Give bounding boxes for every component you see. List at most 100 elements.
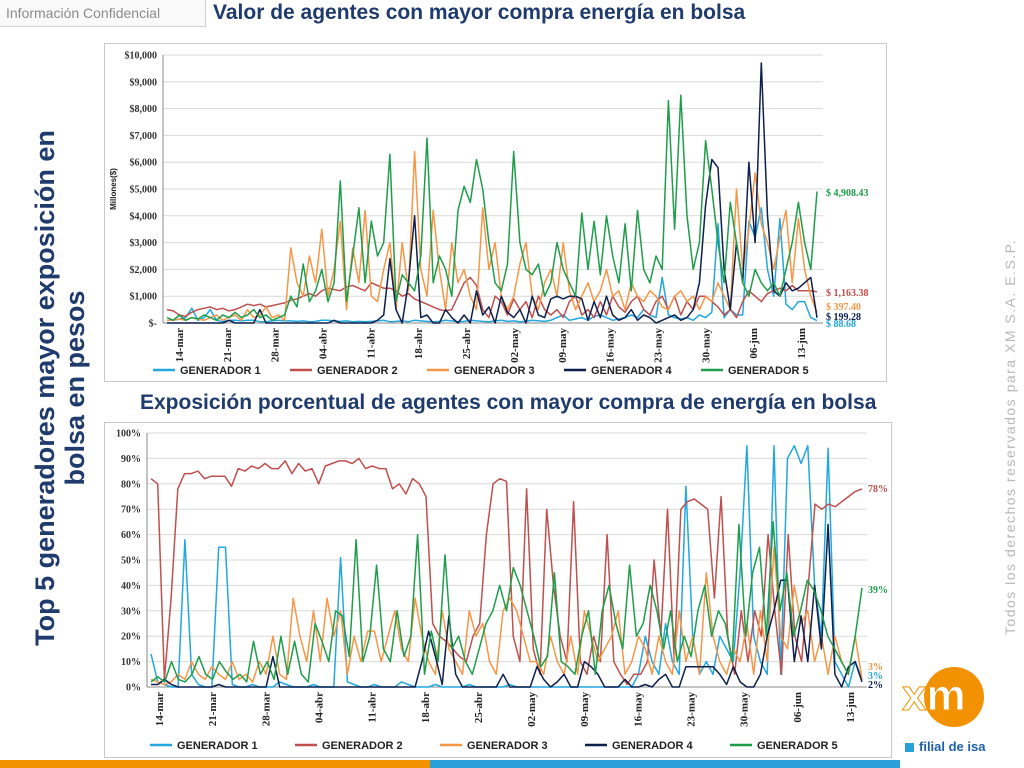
series-line-5: [166, 94, 818, 322]
end-value-label: $ 1,163.38: [826, 288, 869, 299]
money-exposure-svg: $- $1,000 $2,000 $3,000 $4,000 $5,000 $6,000 $7…: [109, 51, 869, 378]
money-exposure-chart: $- $1,000 $2,000 $3,000 $4,000 $5,000 $6,000 $7…: [104, 43, 887, 382]
x-tick-label: 28-mar: [260, 692, 272, 726]
x-tick-label: 23-may: [652, 328, 664, 363]
x-tick-label: 30-may: [700, 328, 712, 363]
y-tick-label: $1,000: [130, 292, 158, 303]
y-tick-label: $-: [149, 319, 157, 330]
series-line-2: [166, 276, 818, 319]
series-line-4: [151, 523, 863, 688]
legend-item: GENERADOR 2: [317, 365, 398, 377]
y-tick-label: 10%: [121, 657, 141, 668]
legend-item: GENERADOR 5: [728, 365, 809, 377]
percent-exposure-chart: 0% 10% 20% 30% 40% 50% 60% 70% 80% 90% 100% 14-mar 2…: [104, 422, 892, 758]
x-tick-label: 13-jun: [796, 328, 808, 359]
legend-item: GENERADOR 4: [591, 365, 673, 377]
series-line-5: [150, 521, 863, 683]
y-tick-label: 70%: [121, 505, 141, 516]
y-tick-label: $3,000: [130, 238, 158, 249]
x-tick-label: 16-may: [632, 692, 644, 727]
y-tick-label: $5,000: [130, 185, 158, 196]
x-tick-label: 21-mar: [207, 692, 219, 726]
chart1-title: Valor de agentes con mayor compra energí…: [213, 1, 746, 24]
percent-exposure-svg: 0% 10% 20% 30% 40% 50% 60% 70% 80% 90% 100% 14-mar 2…: [116, 429, 888, 753]
x-tick-label: 14-mar: [174, 328, 186, 362]
confidential-label: Información Confidencial: [6, 5, 161, 21]
x-tick-label: 21-mar: [222, 328, 234, 362]
footer-bar-blue: [430, 760, 900, 768]
end-value-label: 3%: [868, 671, 883, 682]
footer-bar-orange: [0, 760, 430, 768]
xm-logo-icon: xm: [902, 667, 984, 727]
x-tick-label: 09-may: [579, 692, 591, 727]
brand-square-icon: [905, 743, 914, 753]
legend-item: GENERADOR 1: [180, 365, 261, 377]
x-tick-label: 11-abr: [365, 328, 377, 359]
y-tick-label: 30%: [121, 606, 141, 617]
y-tick-label: $7,000: [130, 131, 158, 142]
end-value-label: 39%: [868, 585, 888, 596]
end-value-label: $ 397.40: [826, 302, 861, 313]
y-tick-label: $2,000: [130, 265, 158, 276]
legend-item: GENERADOR 3: [467, 740, 548, 752]
x-tick-label: 09-may: [557, 328, 569, 363]
y-tick-label: $10,000: [125, 51, 158, 62]
x-tick-label: 06-jun: [748, 328, 760, 359]
x-tick-label: 13-jun: [845, 692, 857, 723]
x-tick-label: 16-may: [605, 328, 617, 363]
series-line-1: [167, 207, 818, 323]
y-tick-label: $9,000: [130, 77, 158, 88]
series-line-3: [150, 546, 863, 686]
legend-item: GENERADOR 1: [177, 740, 258, 752]
legend-item: GENERADOR 2: [322, 740, 403, 752]
brand-caption: filial de isa: [905, 739, 985, 754]
legend-item: GENERADOR 4: [612, 740, 694, 752]
confidential-tab: Información Confidencial: [0, 0, 206, 27]
end-value-label: 3%: [868, 662, 883, 673]
brand-text: filial de isa: [919, 739, 986, 754]
x-tick-label: 25-abr: [473, 692, 485, 723]
y-tick-label: 80%: [121, 479, 141, 490]
x-tick-label: 06-jun: [792, 692, 804, 723]
x-tick-label: 18-abr: [413, 328, 425, 359]
x-tick-label: 04-abr: [318, 328, 330, 359]
end-value-label: $ 199.28: [826, 312, 861, 323]
x-tick-label: 02-may: [526, 692, 538, 727]
y-tick-label: 20%: [121, 632, 141, 643]
x-tick-label: 14-mar: [154, 692, 166, 726]
end-value-label: 2%: [868, 680, 883, 691]
x-tick-label: 25-abr: [461, 328, 473, 359]
end-value-label: $ 4,908.43: [826, 188, 869, 199]
y-tick-label: $4,000: [130, 211, 158, 222]
series-line-2: [150, 457, 863, 686]
y-tick-label: 100%: [116, 429, 141, 440]
x-tick-label: 11-abr: [367, 692, 379, 723]
x-tick-label: 30-may: [739, 692, 751, 727]
x-tick-label: 04-abr: [313, 692, 325, 723]
side-title: Top 5 generadores mayor exposición en bo…: [30, 118, 90, 658]
rights-notice: Todos los derechos reservados para XM S.…: [1002, 238, 1018, 636]
chart2-title: Exposición porcentual de agentes con may…: [140, 391, 877, 414]
y-tick-label: 90%: [121, 454, 141, 465]
end-value-label: $ 88.68: [826, 319, 856, 330]
legend-item: GENERADOR 5: [757, 740, 838, 752]
y-tick-label: 0%: [126, 683, 141, 694]
legend-item: GENERADOR 3: [454, 365, 535, 377]
y-tick-label: $6,000: [130, 158, 158, 169]
svg-text:xm: xm: [902, 671, 966, 720]
series-line-4: [167, 62, 818, 324]
x-tick-label: 02-may: [509, 328, 521, 363]
series-line-3: [167, 150, 818, 322]
y-tick-label: 60%: [121, 530, 141, 541]
side-title-line2: bolsa en pesos: [60, 290, 90, 486]
series-line-1: [150, 444, 863, 688]
end-value-label: 78%: [868, 484, 888, 495]
x-tick-label: 23-may: [686, 692, 698, 727]
y-tick-label: $8,000: [130, 104, 158, 115]
y-tick-label: 40%: [121, 581, 141, 592]
y-tick-label: 50%: [121, 556, 141, 567]
y-axis-label: Millones($): [109, 168, 118, 210]
x-tick-label: 18-abr: [420, 692, 432, 723]
x-tick-label: 28-mar: [270, 328, 282, 362]
side-title-line1: Top 5 generadores mayor exposición en: [30, 130, 60, 646]
